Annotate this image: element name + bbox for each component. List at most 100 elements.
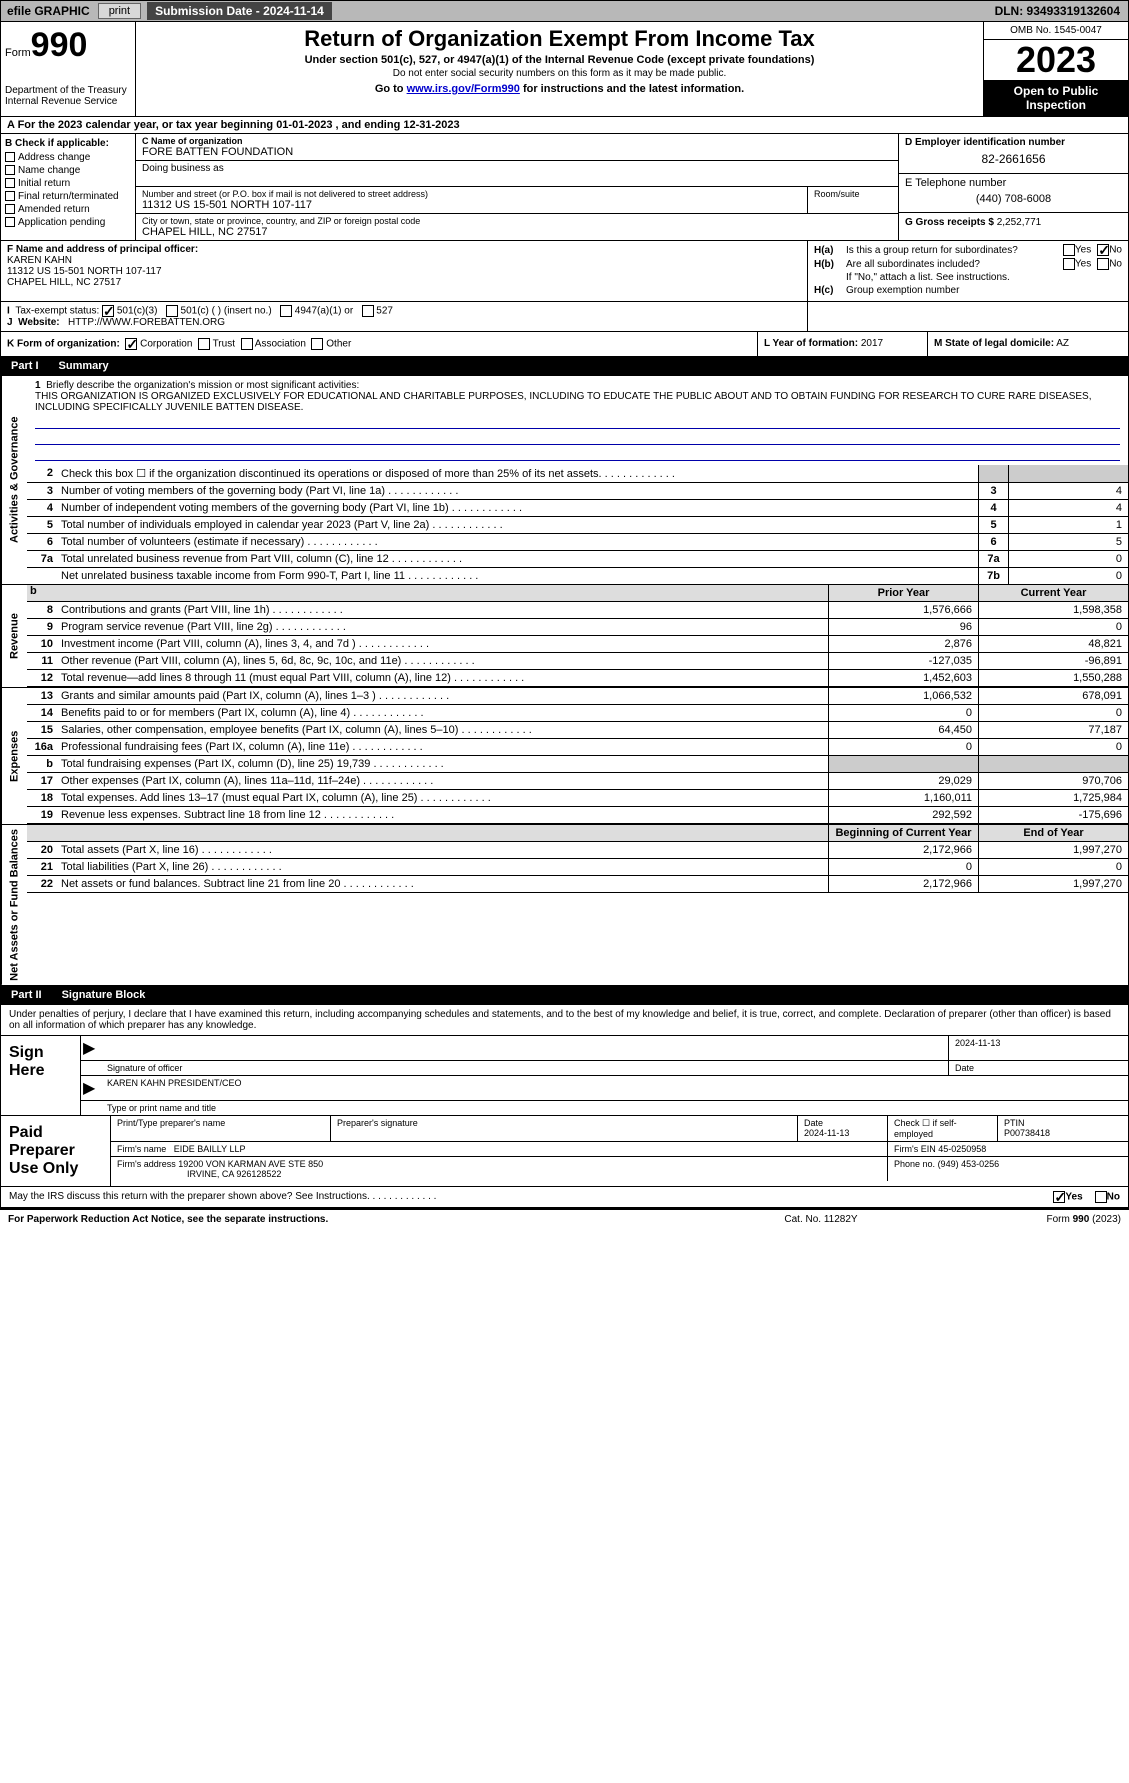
irs-link[interactable]: www.irs.gov/Form990: [407, 83, 520, 95]
city-value: CHAPEL HILL, NC 27517: [142, 226, 892, 238]
efile-label: efile GRAPHIC: [1, 2, 96, 20]
officer-typed-name: KAREN KAHN PRESIDENT/CEO: [101, 1076, 1128, 1100]
page-footer: For Paperwork Reduction Act Notice, see …: [0, 1208, 1129, 1229]
expense-line: 14Benefits paid to or for members (Part …: [27, 705, 1128, 722]
begin-year-hdr: Beginning of Current Year: [828, 825, 978, 841]
expense-line: 17Other expenses (Part IX, column (A), l…: [27, 773, 1128, 790]
paid-preparer-block: Paid Preparer Use Only Print/Type prepar…: [0, 1116, 1129, 1187]
cb-corp[interactable]: [125, 338, 137, 350]
sig-of-officer-lbl: Signature of officer: [101, 1061, 948, 1075]
firm-addr: Firm's address 19200 VON KARMAN AVE STE …: [111, 1157, 888, 1181]
ein-box: D Employer identification number 82-2661…: [899, 134, 1128, 174]
revenue-line: 11Other revenue (Part VIII, column (A), …: [27, 653, 1128, 670]
inspection-badge: Open to Public Inspection: [984, 80, 1128, 116]
header-right-block: OMB No. 1545-0047 2023 Open to Public In…: [983, 22, 1128, 116]
form-subtitle: Under section 501(c), 527, or 4947(a)(1)…: [144, 54, 975, 66]
revenue-line: 8Contributions and grants (Part VIII, li…: [27, 602, 1128, 619]
cb-final-return[interactable]: Final return/terminated: [5, 191, 131, 202]
typed-name-lbl: Type or print name and title: [101, 1101, 1128, 1115]
gov-line: 5Total number of individuals employed in…: [27, 517, 1128, 534]
revenue-line: 9Program service revenue (Part VIII, lin…: [27, 619, 1128, 636]
box-b: B Check if applicable: Address change Na…: [1, 134, 136, 240]
box-defg: D Employer identification number 82-2661…: [898, 134, 1128, 240]
signature-declaration: Under penalties of perjury, I declare th…: [0, 1005, 1129, 1036]
firm-phone: Phone no. (949) 453-0256: [888, 1157, 1128, 1181]
prep-date: Date2024-11-13: [798, 1116, 888, 1141]
expenses-block: Expenses 13Grants and similar amounts pa…: [0, 688, 1129, 825]
officer-signature[interactable]: [101, 1036, 948, 1060]
prep-selfemp[interactable]: Check ☐ if self-employed: [888, 1116, 998, 1141]
box-b-header: B Check if applicable:: [5, 138, 131, 149]
sign-here-block: Sign Here ▶ 2024-11-13 Signature of offi…: [0, 1036, 1129, 1116]
org-name: FORE BATTEN FOUNDATION: [142, 146, 892, 158]
address-row: Number and street (or P.O. box if mail i…: [136, 187, 898, 214]
expense-line: 16aProfessional fundraising fees (Part I…: [27, 739, 1128, 756]
website-value: HTTP://WWW.FOREBATTEN.ORG: [68, 317, 225, 328]
expense-line: 13Grants and similar amounts paid (Part …: [27, 688, 1128, 705]
netasset-line: 22Net assets or fund balances. Subtract …: [27, 876, 1128, 893]
prep-name-lbl: Print/Type preparer's name: [111, 1116, 331, 1141]
cb-other[interactable]: [311, 338, 323, 350]
submission-date: Submission Date - 2024-11-14: [147, 2, 332, 20]
cb-501c[interactable]: [166, 305, 178, 317]
klm-row: K Form of organization: Corporation Trus…: [0, 332, 1129, 357]
ij-row: I Tax-exempt status: 501(c)(3) 501(c) ( …: [0, 302, 1129, 332]
hb-no[interactable]: [1097, 258, 1109, 270]
org-name-box: C Name of organization FORE BATTEN FOUND…: [136, 134, 898, 161]
dln-number: DLN: 93493319132604: [987, 2, 1128, 20]
phone-box: E Telephone number (440) 708-6008: [899, 174, 1128, 213]
cb-address-change[interactable]: Address change: [5, 152, 131, 163]
discuss-yes[interactable]: [1053, 1191, 1065, 1203]
netasset-line: 21Total liabilities (Part X, line 26)00: [27, 859, 1128, 876]
cat-no: Cat. No. 11282Y: [721, 1214, 921, 1225]
officer-name: KAREN KAHN: [7, 255, 72, 266]
cb-4947[interactable]: [280, 305, 292, 317]
netassets-tab: Net Assets or Fund Balances: [1, 825, 27, 985]
paperwork-notice: For Paperwork Reduction Act Notice, see …: [8, 1214, 721, 1225]
ha-no[interactable]: [1097, 244, 1109, 256]
gov-block: Activities & Governance 1 Briefly descri…: [0, 376, 1129, 585]
firm-ein: Firm's EIN 45-0250958: [888, 1142, 1128, 1156]
firm-name: Firm's name EIDE BAILLY LLP: [111, 1142, 888, 1156]
cb-name-change[interactable]: Name change: [5, 165, 131, 176]
cb-amended[interactable]: Amended return: [5, 204, 131, 215]
org-name-label: C Name of organization: [142, 136, 892, 146]
box-f: F Name and address of principal officer:…: [1, 241, 808, 301]
discuss-no[interactable]: [1095, 1191, 1107, 1203]
form-title: Return of Organization Exempt From Incom…: [144, 26, 975, 52]
expense-line: bTotal fundraising expenses (Part IX, co…: [27, 756, 1128, 773]
phone-value: (440) 708-6008: [905, 189, 1122, 209]
gov-line: 7aTotal unrelated business revenue from …: [27, 551, 1128, 568]
prep-sig-lbl: Preparer's signature: [331, 1116, 798, 1141]
gross-value: 2,252,771: [997, 217, 1042, 228]
gov-line: Net unrelated business taxable income fr…: [27, 568, 1128, 584]
expense-line: 18Total expenses. Add lines 13–17 (must …: [27, 790, 1128, 807]
dba-box: Doing business as: [136, 161, 898, 187]
street-box: Number and street (or P.O. box if mail i…: [136, 187, 808, 213]
revenue-line: 12Total revenue—add lines 8 through 11 (…: [27, 670, 1128, 687]
cb-527[interactable]: [362, 305, 374, 317]
box-h-continued: [808, 302, 1128, 331]
sign-date: 2024-11-13: [948, 1036, 1128, 1060]
prep-ptin: PTINP00738418: [998, 1116, 1128, 1141]
netasset-line: 20Total assets (Part X, line 16)2,172,96…: [27, 842, 1128, 859]
ssn-warning: Do not enter social security numbers on …: [144, 68, 975, 79]
revenue-tab: Revenue: [1, 585, 27, 687]
fh-row: F Name and address of principal officer:…: [0, 241, 1129, 302]
cb-501c3[interactable]: [102, 305, 114, 317]
form-footer-id: Form 990 (2023): [921, 1214, 1121, 1225]
mission-text: THIS ORGANIZATION IS ORGANIZED EXCLUSIVE…: [35, 391, 1092, 413]
cb-assoc[interactable]: [241, 338, 253, 350]
form-header: Form990 Department of the Treasury Inter…: [0, 22, 1129, 117]
box-l: L Year of formation: 2017: [758, 332, 928, 356]
cb-trust[interactable]: [198, 338, 210, 350]
header-title-block: Return of Organization Exempt From Incom…: [136, 22, 983, 116]
line-a-period: A For the 2023 calendar year, or tax yea…: [0, 117, 1129, 134]
ha-yes[interactable]: [1063, 244, 1075, 256]
print-button[interactable]: print: [98, 3, 141, 19]
hb-yes[interactable]: [1063, 258, 1075, 270]
cb-initial-return[interactable]: Initial return: [5, 178, 131, 189]
cb-app-pending[interactable]: Application pending: [5, 217, 131, 228]
efile-topbar: efile GRAPHIC print Submission Date - 20…: [0, 0, 1129, 22]
paid-preparer-label: Paid Preparer Use Only: [1, 1116, 111, 1186]
